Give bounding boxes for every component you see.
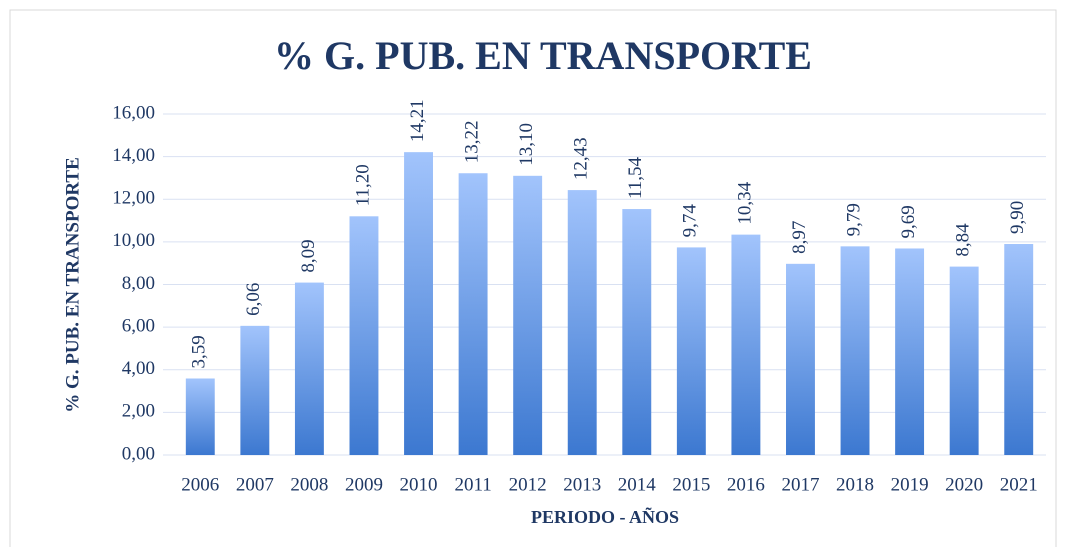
x-tick-label: 2007 (236, 474, 274, 495)
data-label: 6,06 (243, 283, 264, 316)
x-tick-label: 2021 (1000, 474, 1038, 495)
data-label: 14,21 (407, 99, 428, 142)
data-label: 9,90 (1007, 201, 1028, 234)
bar (240, 325, 270, 455)
data-label: 13,22 (461, 120, 482, 163)
x-tick-label: 2015 (672, 474, 710, 495)
bar (404, 152, 433, 456)
bar (949, 266, 979, 455)
bar (458, 173, 488, 455)
bar (294, 282, 324, 455)
x-tick-label: 2014 (618, 474, 657, 495)
bar (185, 378, 215, 455)
bar (567, 190, 597, 455)
y-tick-label: 0,00 (122, 443, 155, 464)
y-tick-label: 4,00 (122, 358, 155, 379)
x-tick-label: 2008 (290, 474, 328, 495)
data-label: 8,97 (789, 221, 810, 254)
data-label: 12,43 (571, 137, 592, 180)
data-label: 8,09 (298, 239, 319, 272)
bar (840, 246, 870, 455)
data-label: 8,84 (953, 223, 974, 257)
x-tick-label: 2011 (454, 474, 491, 495)
x-tick-label: 2009 (345, 474, 383, 495)
bar (1004, 244, 1034, 455)
y-tick-label: 12,00 (112, 188, 155, 209)
data-label: 3,59 (189, 335, 210, 368)
x-axis-label: PERIODO - AÑOS (531, 506, 679, 527)
x-tick-label: 2010 (400, 474, 438, 495)
chart-border (9, 9, 1057, 547)
data-label: 11,54 (625, 157, 646, 200)
y-tick-label: 14,00 (112, 145, 155, 166)
x-tick-label: 2016 (727, 474, 765, 495)
data-label: 11,20 (352, 164, 373, 206)
bar (513, 175, 543, 455)
bar (786, 263, 815, 455)
y-tick-label: 2,00 (122, 401, 155, 422)
y-tick-label: 10,00 (112, 230, 155, 251)
x-tick-label: 2018 (836, 474, 874, 495)
x-tick-label: 2006 (181, 474, 219, 495)
data-label: 13,10 (516, 123, 537, 166)
y-tick-label: 8,00 (122, 273, 155, 294)
bar (349, 216, 379, 455)
x-tick-label: 2020 (945, 474, 983, 495)
data-label: 10,34 (734, 181, 755, 224)
x-tick-label: 2012 (509, 474, 547, 495)
x-tick-label: 2013 (563, 474, 601, 495)
data-label: 9,79 (843, 203, 864, 236)
data-label: 9,69 (898, 205, 919, 238)
bar (622, 209, 652, 455)
chart-title: % G. PUB. EN TRANSPORTE (274, 33, 812, 78)
bar (731, 234, 761, 455)
x-tick-label: 2019 (891, 474, 929, 495)
x-tick-label: 2017 (781, 474, 819, 495)
y-tick-label: 6,00 (122, 315, 155, 336)
y-axis-label: % G. PUB. EN TRANSPORTE (62, 157, 83, 413)
data-label: 9,74 (680, 204, 701, 238)
bar (676, 247, 706, 455)
bar (895, 248, 925, 455)
y-tick-label: 16,00 (112, 102, 155, 123)
